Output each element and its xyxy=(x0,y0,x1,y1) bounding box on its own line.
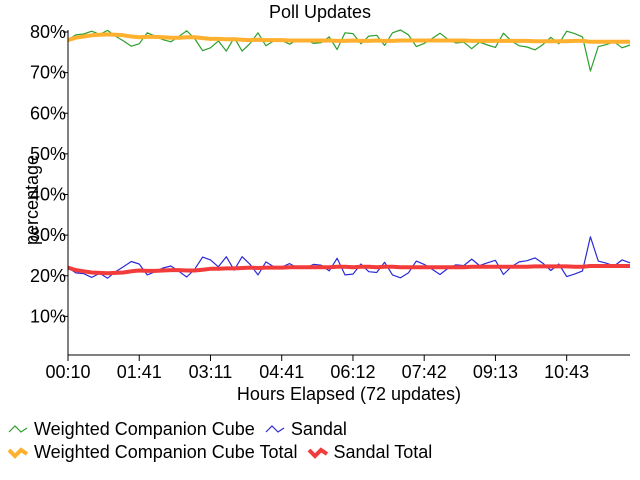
legend-swatch-icon xyxy=(263,422,287,436)
poll-updates-chart: Poll Updates 10%20%30%40%50%60%70%80% 00… xyxy=(0,0,640,480)
x-tick-label: 07:42 xyxy=(402,362,447,382)
x-tick-label: 01:41 xyxy=(117,362,162,382)
legend-item: Sandal Total xyxy=(306,441,433,463)
legend-label: Weighted Companion Cube Total xyxy=(34,441,298,463)
legend-swatch-icon xyxy=(306,445,330,459)
chart-title: Poll Updates xyxy=(269,2,371,22)
x-tick-label: 09:13 xyxy=(473,362,518,382)
x-tick-label: 03:11 xyxy=(189,362,233,382)
series-layer xyxy=(68,30,630,278)
legend-item: Weighted Companion Cube Total xyxy=(6,441,298,463)
series-line-weighted-companion-cube-total xyxy=(68,34,630,41)
series-line-sandal-total xyxy=(68,266,630,273)
x-tick-label: 04:41 xyxy=(259,362,304,382)
y-tick-label: 70% xyxy=(30,63,66,83)
y-tick-label: 60% xyxy=(30,103,66,123)
chart-legend: Weighted Companion Cube Sandal Weighted Co… xyxy=(6,418,636,464)
y-tick-label: 20% xyxy=(30,266,66,286)
x-tick-label: 06:12 xyxy=(330,362,375,382)
y-tick-label: 10% xyxy=(30,306,66,326)
legend-swatch-icon xyxy=(6,445,30,459)
x-axis-label: Hours Elapsed (72 updates) xyxy=(237,384,461,404)
y-tick-label: 80% xyxy=(30,22,66,42)
x-tick-label: 00:10 xyxy=(45,362,90,382)
legend-swatch-icon xyxy=(6,422,30,436)
legend-label: Weighted Companion Cube xyxy=(34,418,255,440)
x-axis-ticks: 00:10 01:41 03:11 04:41 06:12 07:42 09:13 10:43 xyxy=(45,355,589,382)
legend-item: Weighted Companion Cube xyxy=(6,418,255,440)
legend-item: Sandal xyxy=(263,418,347,440)
legend-label: Sandal Total xyxy=(334,441,433,463)
y-axis-label: percentage xyxy=(22,155,42,245)
legend-label: Sandal xyxy=(291,418,347,440)
x-tick-label: 10:43 xyxy=(544,362,589,382)
